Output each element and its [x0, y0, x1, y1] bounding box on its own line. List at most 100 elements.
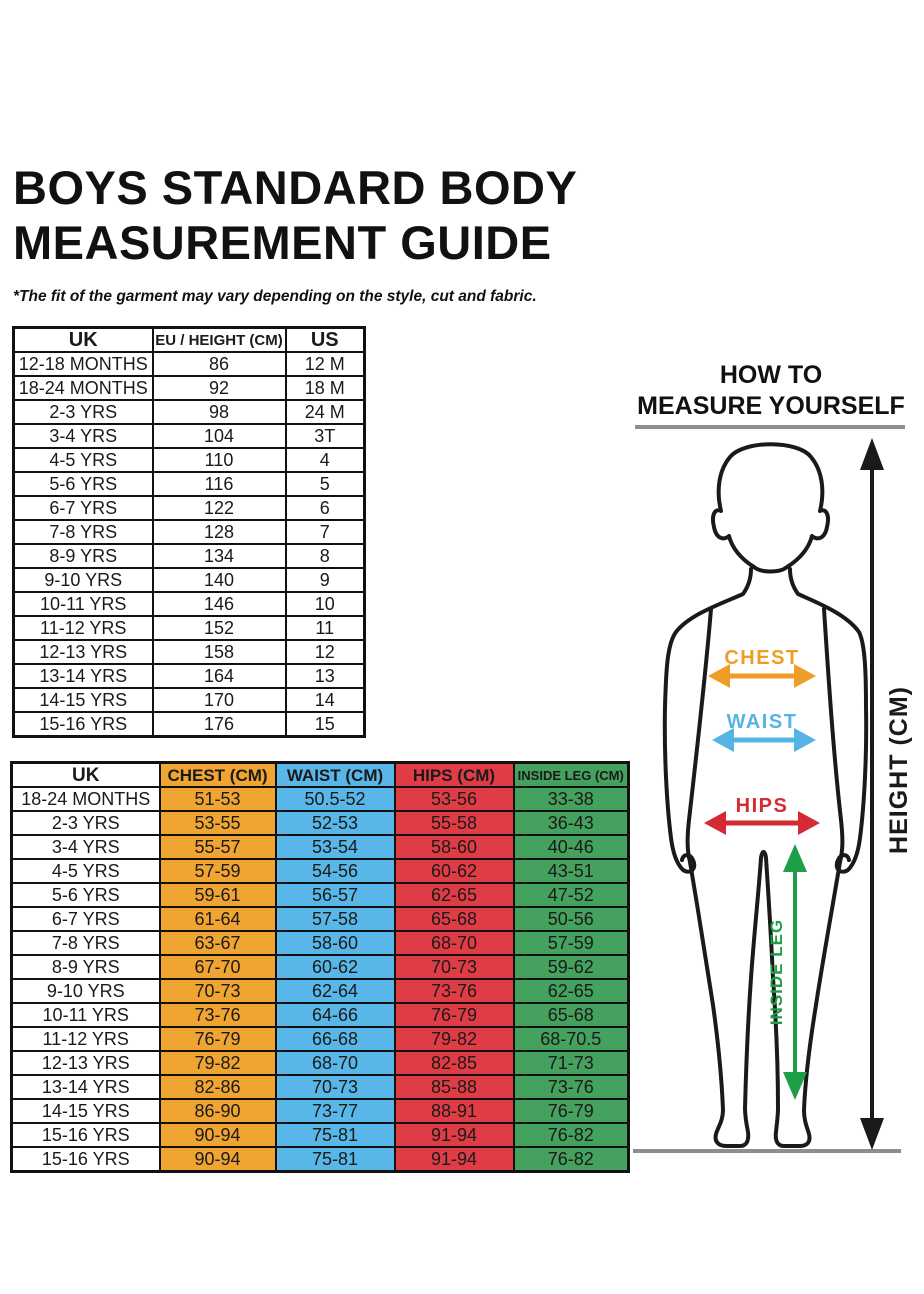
- table-cell: 60-62: [393, 858, 515, 884]
- table-cell: 57-58: [274, 906, 396, 932]
- table-cell: 12-18 MONTHS: [12, 351, 154, 377]
- table-cell: 54-56: [274, 858, 396, 884]
- howto-title-line1: HOW TO: [719, 361, 823, 389]
- table-cell: 90-94: [158, 1146, 277, 1173]
- table-cell: 58-60: [393, 834, 515, 860]
- table-cell: 40-46: [512, 834, 630, 860]
- chest-label: CHEST: [724, 647, 799, 669]
- table-cell: 6-7 YRS: [10, 906, 161, 932]
- table-cell: 12-13 YRS: [12, 639, 154, 665]
- table-cell: 36-43: [512, 810, 630, 836]
- table-cell: 3T: [284, 423, 366, 449]
- table-row: 8-9 YRS 134 8: [12, 543, 366, 569]
- hips-arrow: HIPS: [704, 795, 820, 835]
- table-cell: 10: [284, 591, 366, 617]
- table-cell: 11-12 YRS: [12, 615, 154, 641]
- table-cell: 76-82: [512, 1122, 630, 1148]
- table-cell: 104: [151, 423, 287, 449]
- table-cell: 8-9 YRS: [10, 954, 161, 980]
- table-cell: 18-24 MONTHS: [12, 375, 154, 401]
- table-cell: 15-16 YRS: [10, 1146, 161, 1173]
- table-cell: 116: [151, 471, 287, 497]
- column-header: INSIDE LEG (CM): [512, 761, 630, 788]
- table-row: 18-24 MONTHS 51-53 50.5-52 53-56 33-38: [10, 786, 630, 812]
- table-row: 13-14 YRS 82-86 70-73 85-88 73-76: [10, 1074, 630, 1100]
- table-cell: 62-65: [512, 978, 630, 1004]
- table-cell: 59-61: [158, 882, 277, 908]
- boy-silhouette: [662, 442, 869, 1148]
- table-cell: 15-16 YRS: [10, 1122, 161, 1148]
- table-row: 9-10 YRS 140 9: [12, 567, 366, 593]
- table-row: 2-3 YRS 98 24 M: [12, 399, 366, 425]
- table-row: 10-11 YRS 146 10: [12, 591, 366, 617]
- table-cell: 8-9 YRS: [12, 543, 154, 569]
- height-label: HEIGHT (CM): [885, 686, 913, 854]
- table-cell: 76-82: [512, 1146, 630, 1173]
- chest-arrow: CHEST: [708, 647, 816, 688]
- table-cell: 61-64: [158, 906, 277, 932]
- table-cell: 15: [284, 711, 366, 738]
- table-cell: 13-14 YRS: [10, 1074, 161, 1100]
- table-cell: 56-57: [274, 882, 396, 908]
- table-cell: 75-81: [274, 1122, 396, 1148]
- table-cell: 13-14 YRS: [12, 663, 154, 689]
- table-row: 8-9 YRS 67-70 60-62 70-73 59-62: [10, 954, 630, 980]
- page-title-line1: BOYS STANDARD BODY: [13, 161, 578, 214]
- column-header: UK: [10, 761, 161, 788]
- table-cell: 51-53: [158, 786, 277, 812]
- table-row: 13-14 YRS 164 13: [12, 663, 366, 689]
- table-cell: 15-16 YRS: [12, 711, 154, 738]
- table-cell: 9-10 YRS: [12, 567, 154, 593]
- table-cell: 10-11 YRS: [12, 591, 154, 617]
- table-cell: 176: [151, 711, 287, 738]
- inside-leg-arrow-top-head: [783, 844, 807, 872]
- silhouette-head: [710, 442, 831, 574]
- table-cell: 53-54: [274, 834, 396, 860]
- table-cell: 4-5 YRS: [12, 447, 154, 473]
- table-cell: 55-58: [393, 810, 515, 836]
- table-cell: 11: [284, 615, 366, 641]
- table-cell: 11-12 YRS: [10, 1026, 161, 1052]
- column-header: HIPS (CM): [393, 761, 515, 788]
- table-row: 11-12 YRS 76-79 66-68 79-82 68-70.5: [10, 1026, 630, 1052]
- table-cell: 158: [151, 639, 287, 665]
- table-cell: 73-76: [393, 978, 515, 1004]
- table-cell: 70-73: [274, 1074, 396, 1100]
- table-cell: 13: [284, 663, 366, 689]
- table-cell: 73-76: [512, 1074, 630, 1100]
- table-cell: 52-53: [274, 810, 396, 836]
- table-cell: 82-86: [158, 1074, 277, 1100]
- table-row: 14-15 YRS 86-90 73-77 88-91 76-79: [10, 1098, 630, 1124]
- table-cell: 57-59: [158, 858, 277, 884]
- table-cell: 6: [284, 495, 366, 521]
- table-cell: 64-66: [274, 1002, 396, 1028]
- table-cell: 6-7 YRS: [12, 495, 154, 521]
- table-cell: 7-8 YRS: [10, 930, 161, 956]
- measure-yourself-diagram: CHEST WAIST HIPS INSIDE LEG HEIGHT (CM): [633, 425, 913, 1153]
- header-row: UK CHEST (CM) WAIST (CM) HIPS (CM) INSIDE LE…: [10, 761, 630, 788]
- table-row: 11-12 YRS 152 11: [12, 615, 366, 641]
- table-cell: 12: [284, 639, 366, 665]
- table-cell: 7: [284, 519, 366, 545]
- table-cell: 79-82: [158, 1050, 277, 1076]
- table-cell: 43-51: [512, 858, 630, 884]
- table-cell: 70-73: [158, 978, 277, 1004]
- table-cell: 12-13 YRS: [10, 1050, 161, 1076]
- table-cell: 146: [151, 591, 287, 617]
- column-header: WAIST (CM): [274, 761, 396, 788]
- waist-arrow-left-head: [712, 728, 734, 752]
- table-cell: 85-88: [393, 1074, 515, 1100]
- table-cell: 164: [151, 663, 287, 689]
- table-row: 15-16 YRS 90-94 75-81 91-94 76-82: [10, 1122, 630, 1148]
- howto-title: HOW TO MEASURE YOURSELF: [625, 360, 917, 421]
- table-cell: 110: [151, 447, 287, 473]
- table-cell: 73-77: [274, 1098, 396, 1124]
- table-cell: 50.5-52: [274, 786, 396, 812]
- table-row: 12-13 YRS 79-82 68-70 82-85 71-73: [10, 1050, 630, 1076]
- height-arrow: HEIGHT (CM): [860, 438, 913, 1150]
- column-header: CHEST (CM): [158, 761, 277, 788]
- waist-label: WAIST: [727, 711, 798, 733]
- table-cell: 79-82: [393, 1026, 515, 1052]
- table-row: 12-13 YRS 158 12: [12, 639, 366, 665]
- table-cell: 10-11 YRS: [10, 1002, 161, 1028]
